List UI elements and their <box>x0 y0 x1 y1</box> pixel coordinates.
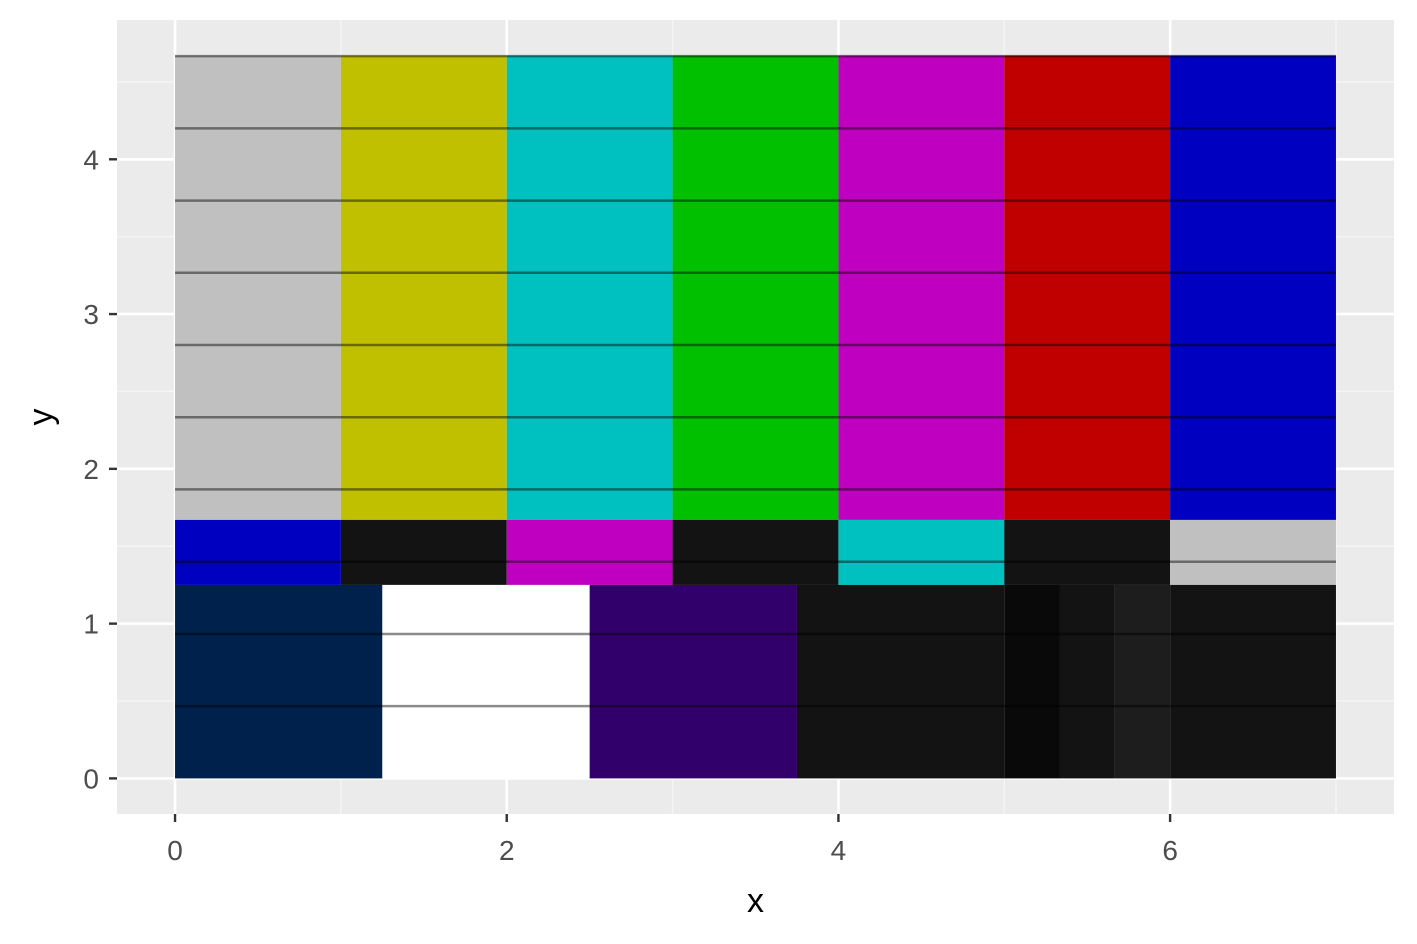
data-rect <box>1059 584 1115 779</box>
data-rect <box>1004 55 1171 520</box>
data-rect <box>589 584 797 779</box>
data-rect <box>1170 55 1336 520</box>
y-axis-title: y <box>22 409 60 426</box>
data-rect <box>672 55 839 520</box>
data-rect <box>340 55 507 520</box>
y-tick-label: 2 <box>83 454 99 485</box>
data-rect <box>175 55 341 520</box>
data-rect <box>1004 519 1171 585</box>
data-rect <box>382 584 590 779</box>
data-rect <box>175 519 341 585</box>
x-tick-label: 4 <box>831 835 847 866</box>
y-tick-label: 0 <box>83 763 99 794</box>
data-rect <box>796 584 1005 779</box>
x-tick-label: 2 <box>499 835 515 866</box>
horizontal-lines <box>175 54 1336 708</box>
y-tick-label: 3 <box>83 299 99 330</box>
y-tick-label: 4 <box>83 144 99 175</box>
x-axis: 0 2 4 6 <box>167 814 1178 866</box>
data-rect <box>340 519 507 585</box>
data-rect <box>838 519 1005 585</box>
y-axis: 0 1 2 3 4 <box>83 144 117 794</box>
data-rect <box>175 584 383 779</box>
y-tick-label: 1 <box>83 609 99 640</box>
x-axis-title: x <box>747 882 764 920</box>
data-rect <box>672 519 839 585</box>
x-tick-label: 0 <box>167 835 183 866</box>
data-rects <box>175 55 1336 779</box>
data-rect <box>838 55 1005 520</box>
data-rect <box>1170 584 1336 779</box>
data-rect <box>1114 584 1171 779</box>
data-rect <box>506 55 673 520</box>
x-tick-label: 6 <box>1162 835 1178 866</box>
data-rect <box>1170 519 1336 585</box>
data-rect <box>1004 584 1060 779</box>
data-rect <box>506 519 673 585</box>
